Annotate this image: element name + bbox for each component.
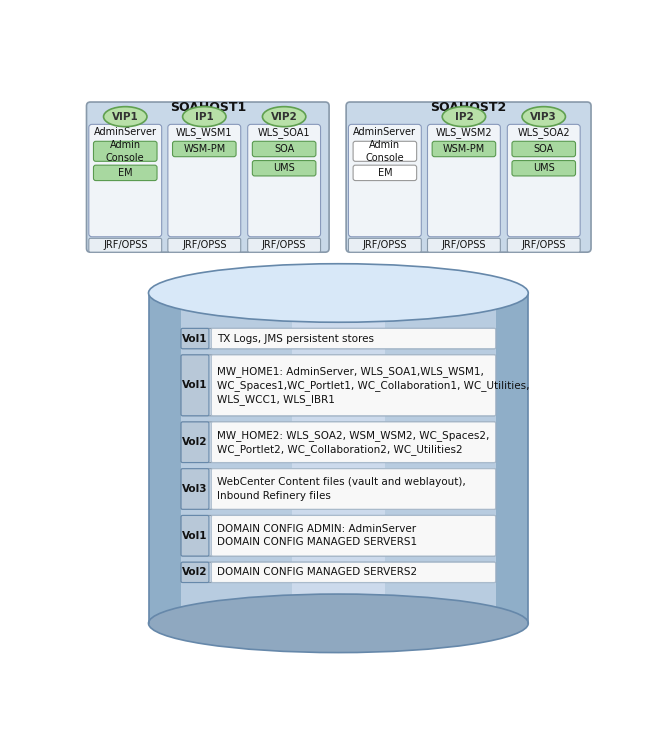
Text: VIP3: VIP3	[530, 112, 557, 121]
FancyBboxPatch shape	[212, 562, 496, 583]
FancyBboxPatch shape	[353, 165, 416, 180]
Text: JRF/OPSS: JRF/OPSS	[363, 241, 407, 250]
Text: Admin
Console: Admin Console	[366, 140, 404, 163]
Ellipse shape	[522, 106, 565, 127]
FancyBboxPatch shape	[93, 141, 157, 161]
Polygon shape	[149, 293, 181, 624]
Text: JRF/OPSS: JRF/OPSS	[262, 241, 307, 250]
Text: WebCenter Content files (vault and weblayout),
Inbound Refinery files: WebCenter Content files (vault and webla…	[217, 477, 466, 501]
Text: IP2: IP2	[455, 112, 473, 121]
FancyBboxPatch shape	[512, 161, 576, 176]
FancyBboxPatch shape	[181, 355, 496, 415]
FancyBboxPatch shape	[181, 329, 209, 348]
Polygon shape	[496, 293, 528, 624]
Text: SOAHOST1: SOAHOST1	[170, 101, 246, 114]
Text: JRF/OPSS: JRF/OPSS	[103, 241, 147, 250]
Text: WLS_SOA2: WLS_SOA2	[518, 127, 570, 137]
Ellipse shape	[262, 106, 306, 127]
Text: SOAHOST2: SOAHOST2	[430, 101, 507, 114]
FancyBboxPatch shape	[348, 124, 421, 237]
Text: AdminServer: AdminServer	[354, 127, 416, 137]
Text: JRF/OPSS: JRF/OPSS	[182, 241, 227, 250]
FancyBboxPatch shape	[508, 124, 580, 237]
FancyBboxPatch shape	[173, 141, 236, 157]
FancyBboxPatch shape	[248, 124, 321, 237]
Text: UMS: UMS	[273, 164, 295, 173]
Polygon shape	[292, 293, 385, 624]
FancyBboxPatch shape	[93, 165, 157, 180]
FancyBboxPatch shape	[212, 516, 496, 556]
Text: WLS_WSM1: WLS_WSM1	[176, 127, 233, 137]
Text: Vol2: Vol2	[182, 437, 208, 447]
Text: AdminServer: AdminServer	[94, 127, 157, 137]
FancyBboxPatch shape	[512, 141, 576, 157]
FancyBboxPatch shape	[253, 161, 316, 176]
Text: TX Logs, JMS persistent stores: TX Logs, JMS persistent stores	[217, 333, 375, 344]
FancyBboxPatch shape	[89, 238, 162, 252]
Ellipse shape	[182, 106, 226, 127]
FancyBboxPatch shape	[428, 238, 500, 252]
FancyBboxPatch shape	[181, 516, 496, 556]
FancyBboxPatch shape	[253, 141, 316, 157]
Ellipse shape	[149, 594, 528, 652]
FancyBboxPatch shape	[181, 516, 209, 556]
Bar	[149, 293, 528, 624]
Text: DOMAIN CONFIG MANAGED SERVERS2: DOMAIN CONFIG MANAGED SERVERS2	[217, 567, 418, 578]
FancyBboxPatch shape	[348, 238, 421, 252]
Text: Vol1: Vol1	[182, 380, 208, 391]
FancyBboxPatch shape	[168, 238, 241, 252]
FancyBboxPatch shape	[181, 469, 496, 509]
Text: WSM-PM: WSM-PM	[183, 144, 225, 154]
FancyBboxPatch shape	[181, 355, 209, 415]
Ellipse shape	[442, 106, 486, 127]
FancyBboxPatch shape	[508, 238, 580, 252]
FancyBboxPatch shape	[212, 355, 496, 415]
FancyBboxPatch shape	[353, 141, 416, 161]
FancyBboxPatch shape	[432, 141, 496, 157]
Ellipse shape	[149, 264, 528, 322]
FancyBboxPatch shape	[168, 124, 241, 237]
FancyBboxPatch shape	[346, 102, 591, 252]
Text: SOA: SOA	[533, 144, 554, 154]
Text: Vol1: Vol1	[182, 333, 208, 344]
Text: EM: EM	[377, 168, 392, 178]
Text: WSM-PM: WSM-PM	[443, 144, 485, 154]
FancyBboxPatch shape	[212, 422, 496, 462]
FancyBboxPatch shape	[181, 329, 496, 348]
Text: Vol2: Vol2	[182, 567, 208, 578]
Text: MW_HOME1: AdminServer, WLS_SOA1,WLS_WSM1,
WC_Spaces1,WC_Portlet1, WC_Collaborati: MW_HOME1: AdminServer, WLS_SOA1,WLS_WSM1…	[217, 366, 530, 405]
Text: EM: EM	[118, 168, 133, 178]
FancyBboxPatch shape	[181, 469, 209, 509]
FancyBboxPatch shape	[181, 562, 209, 583]
FancyBboxPatch shape	[87, 102, 329, 252]
FancyBboxPatch shape	[89, 124, 162, 237]
Text: Admin
Console: Admin Console	[106, 140, 145, 163]
FancyBboxPatch shape	[212, 469, 496, 509]
Text: SOA: SOA	[274, 144, 294, 154]
FancyBboxPatch shape	[248, 238, 321, 252]
FancyBboxPatch shape	[181, 422, 496, 462]
Text: JRF/OPSS: JRF/OPSS	[522, 241, 566, 250]
Text: WLS_WSM2: WLS_WSM2	[436, 127, 492, 137]
Text: JRF/OPSS: JRF/OPSS	[442, 241, 486, 250]
Text: DOMAIN CONFIG ADMIN: AdminServer
DOMAIN CONFIG MANAGED SERVERS1: DOMAIN CONFIG ADMIN: AdminServer DOMAIN …	[217, 524, 418, 547]
Text: UMS: UMS	[533, 164, 555, 173]
Text: VIP1: VIP1	[112, 112, 139, 121]
Text: IP1: IP1	[195, 112, 214, 121]
Text: WLS_SOA1: WLS_SOA1	[258, 127, 311, 137]
Ellipse shape	[104, 106, 147, 127]
FancyBboxPatch shape	[428, 124, 500, 237]
Text: Vol1: Vol1	[182, 531, 208, 541]
FancyBboxPatch shape	[181, 422, 209, 462]
FancyBboxPatch shape	[181, 562, 496, 583]
FancyBboxPatch shape	[212, 329, 496, 348]
Text: VIP2: VIP2	[271, 112, 297, 121]
Text: Vol3: Vol3	[182, 484, 208, 494]
Text: MW_HOME2: WLS_SOA2, WSM_WSM2, WC_Spaces2,
WC_Portlet2, WC_Collaboration2, WC_Uti: MW_HOME2: WLS_SOA2, WSM_WSM2, WC_Spaces2…	[217, 430, 490, 455]
